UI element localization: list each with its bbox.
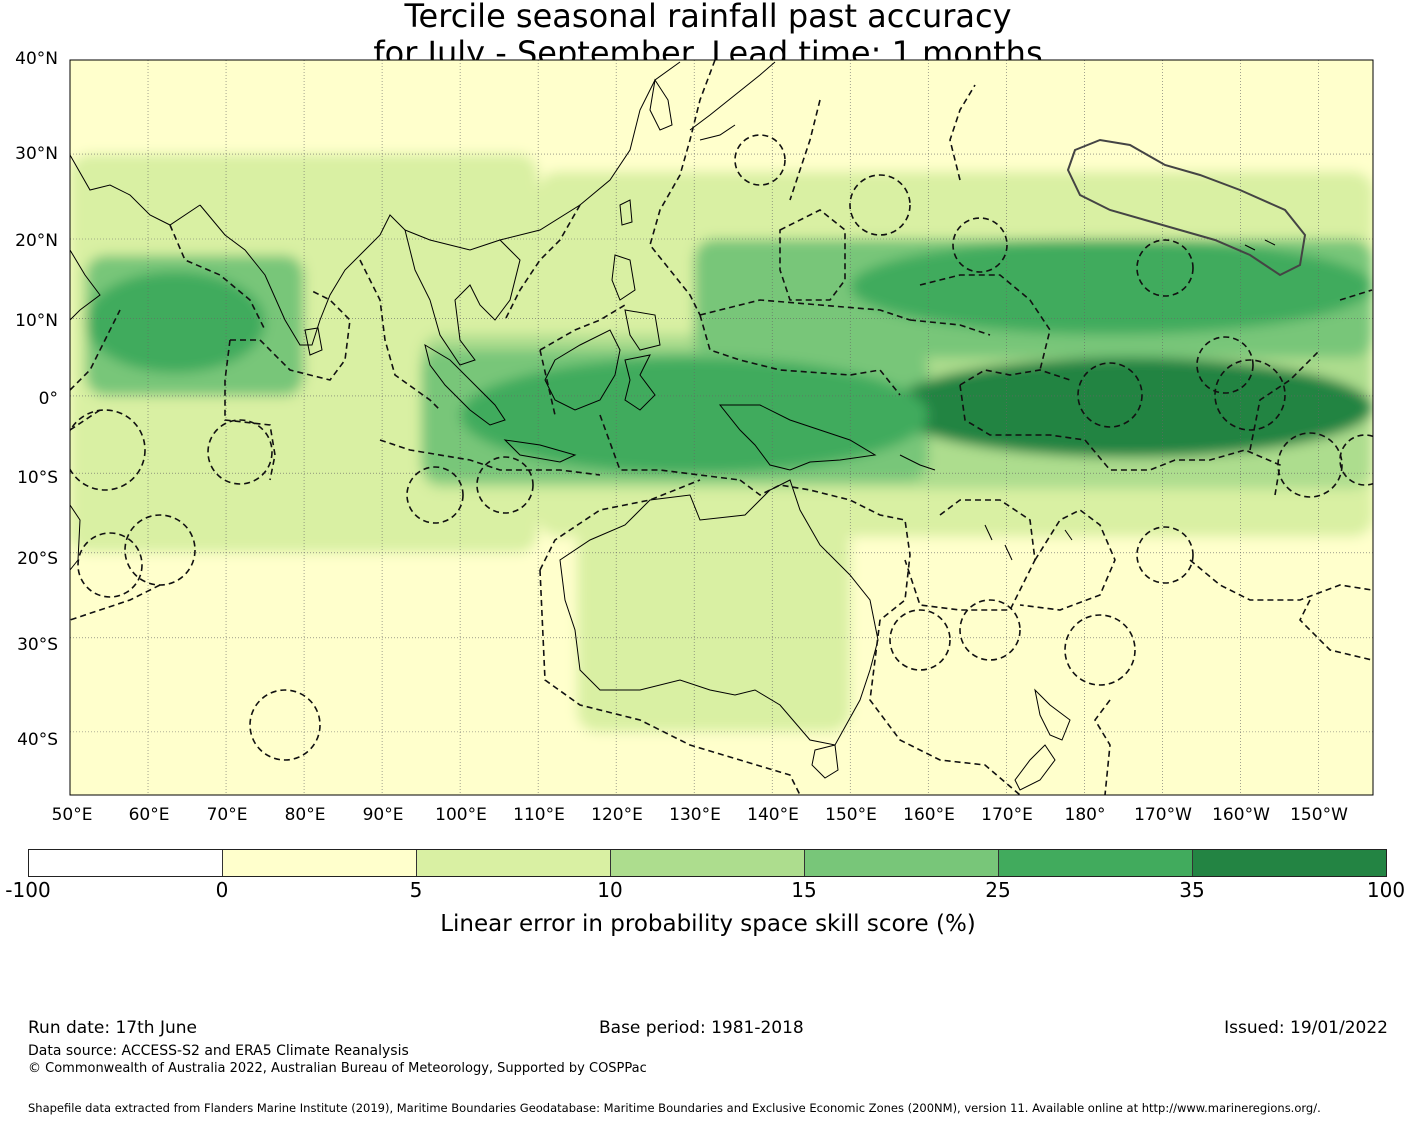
lat-label: 10°N: [15, 311, 58, 331]
coastline-tasmania: [811, 744, 839, 779]
skill-field: [70, 60, 1373, 795]
graticule: [70, 60, 1373, 795]
skill-region: [850, 239, 1373, 335]
lon-label: 110°E: [513, 805, 565, 825]
coastline-sulawesi: [624, 354, 656, 411]
coastline-new-zealand: [1014, 688, 1071, 791]
colorbar-tick: -100: [5, 878, 51, 902]
lat-label: 20°N: [15, 231, 58, 251]
data-source: Data source: ACCESS-S2 and ERA5 Climate …: [28, 1043, 409, 1059]
hawaii-eez-outline: [1066, 138, 1307, 277]
lon-label: 100°E: [435, 805, 487, 825]
lon-label: 120°E: [591, 805, 643, 825]
colorbar-segment: [611, 850, 805, 876]
coastline-indochina: [404, 229, 521, 366]
skill-region: [577, 512, 851, 684]
skill-score-map: [69, 59, 1374, 796]
colorbar-segment: [1193, 850, 1386, 876]
lat-label: 40°N: [15, 49, 58, 69]
colorbar-tick: 15: [791, 878, 817, 902]
colorbar-tick: 5: [409, 878, 423, 902]
colorbar-segment: [417, 850, 611, 876]
copyright-notice: © Commonwealth of Australia 2022, Austra…: [28, 1061, 647, 1076]
skill-region: [70, 552, 461, 795]
colorbar-segment: [29, 850, 223, 876]
colorbar-tick: 25: [985, 878, 1011, 902]
colorbar-segment: [805, 850, 999, 876]
coastline-china: [499, 61, 681, 241]
coastline-taiwan: [619, 199, 633, 226]
coastline-new-guinea: [718, 404, 877, 471]
skill-region: [460, 357, 929, 474]
colorbar: [28, 849, 1387, 877]
lat-label: 0°: [38, 389, 58, 409]
skill-region: [889, 357, 1373, 458]
issued-date: Issued: 19/01/2022: [1224, 1018, 1388, 1038]
lon-label: 150°E: [825, 805, 877, 825]
shapefile-credit: Shapefile data extracted from Flanders M…: [28, 1101, 1321, 1115]
base-period: Base period: 1981-2018: [599, 1018, 804, 1038]
lon-label: 80°E: [284, 805, 326, 825]
coastlines: [70, 61, 1276, 791]
colorbar-segment: [999, 850, 1193, 876]
colorbar-segment: [223, 850, 417, 876]
coastline-pacific-islands: [899, 239, 1276, 561]
lon-label: 150°W: [1290, 805, 1348, 825]
coastline-sri-lanka: [304, 327, 323, 356]
lon-label: 130°E: [669, 805, 721, 825]
lon-label: 160°W: [1212, 805, 1270, 825]
lat-label: 20°S: [17, 549, 58, 569]
lon-label: 50°E: [51, 805, 93, 825]
colorbar-label: Linear error in probability space skill …: [440, 911, 976, 937]
coastline-korea: [649, 78, 673, 131]
colorbar-tick: 100: [1366, 878, 1406, 902]
map-frame: [69, 59, 1374, 796]
coastline-india: [199, 204, 406, 346]
eez-boundaries: [70, 60, 1373, 795]
lon-label: 60°E: [128, 805, 170, 825]
coastline-japan: [689, 61, 776, 141]
lon-label: 170°E: [981, 805, 1033, 825]
coastline-madagascar: [70, 504, 81, 571]
lat-label: 30°S: [17, 635, 58, 655]
colorbar-tick: 0: [215, 878, 229, 902]
lat-label: 10°S: [17, 468, 58, 488]
lon-label: 70°E: [206, 805, 248, 825]
coastline-africa: [70, 249, 101, 321]
coastline-sumatra: [424, 343, 506, 426]
lon-label: 160°E: [903, 805, 955, 825]
lon-label: 180°: [1064, 805, 1106, 825]
colorbar-tick: 35: [1179, 878, 1205, 902]
run-date: Run date: 17th June: [28, 1018, 197, 1038]
lat-label: 40°S: [17, 730, 58, 750]
map-title: Tercile seasonal rainfall past accuracy: [404, 0, 1012, 35]
lat-label: 30°N: [15, 144, 58, 164]
lon-label: 90°E: [362, 805, 404, 825]
lon-label: 170°W: [1134, 805, 1192, 825]
colorbar-tick: 10: [597, 878, 623, 902]
skill-region: [85, 271, 266, 373]
coastline-java: [503, 439, 577, 463]
coastline-philippines: [611, 254, 661, 351]
lon-label: 140°E: [747, 805, 799, 825]
